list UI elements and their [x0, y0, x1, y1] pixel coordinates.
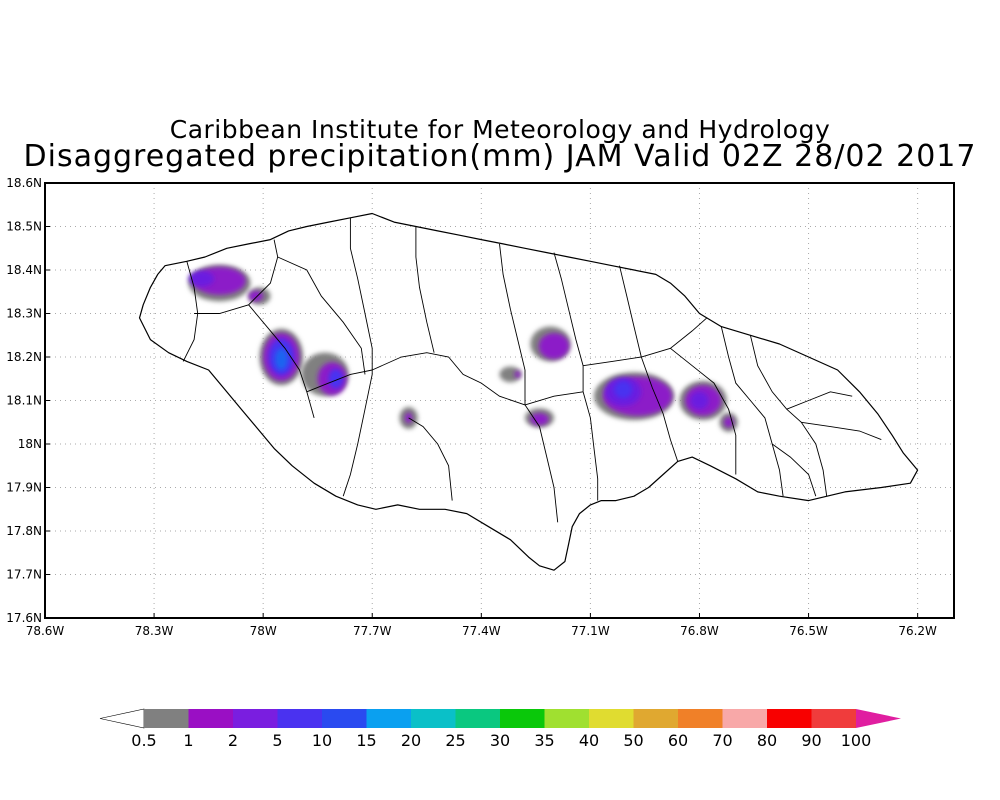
- parish-boundary: [306, 369, 373, 393]
- lat-tick-label: 18.1N: [6, 394, 42, 408]
- legend-label: 90: [801, 731, 821, 750]
- legend-label: 15: [356, 731, 376, 750]
- legend-label: 30: [490, 731, 510, 750]
- parish-boundary: [415, 226, 435, 353]
- parish-boundary: [408, 417, 453, 501]
- parish-boundary: [372, 352, 526, 406]
- legend-label: 10: [312, 731, 332, 750]
- lon-tick-label: 76.2W: [898, 624, 937, 638]
- precip-blob: [530, 413, 549, 426]
- precip-blob: [614, 380, 633, 399]
- legend-swatch: [455, 709, 500, 728]
- legend-label: 0.5: [131, 731, 156, 750]
- legend-swatch: [366, 709, 411, 728]
- lat-tick-label: 18.4N: [6, 263, 42, 277]
- parish-boundary: [670, 347, 737, 475]
- legend-label: 1: [183, 731, 193, 750]
- axis-labels: 18.6N 18.5N 18.4N 18.3N 18.2N 18.1N 18N 17.9N 17…: [6, 176, 937, 638]
- parish-boundary: [194, 239, 279, 314]
- parish-boundary: [277, 256, 366, 375]
- parish-boundary: [582, 391, 599, 501]
- legend-swatch: [500, 709, 545, 728]
- lon-tick-label: 78.3W: [135, 624, 174, 638]
- legend-label: 20: [401, 731, 421, 750]
- jamaica-map: [138, 212, 919, 571]
- legend-swatch: [544, 709, 589, 728]
- parish-boundary: [786, 391, 853, 410]
- legend-over-triangle: [856, 709, 901, 728]
- title-line-2: Disaggregated precipitation(mm) JAM Vali…: [23, 139, 977, 174]
- parish-boundary: [524, 391, 584, 406]
- lat-tick-label: 18N: [18, 437, 42, 451]
- legend-swatch: [811, 709, 856, 728]
- lon-tick-label: 77.4W: [462, 624, 501, 638]
- precipitation-field: [188, 264, 738, 432]
- legend-label: 80: [757, 731, 777, 750]
- parish-boundary: [801, 421, 882, 441]
- lon-tick-label: 77.7W: [353, 624, 392, 638]
- parish-boundary: [583, 317, 708, 367]
- legend-label: 35: [534, 731, 554, 750]
- lat-tick-label: 18.3N: [6, 307, 42, 321]
- colorbar-legend: 0.5 1 2 5 10 15 20 25 30 35 40 50 60 70 80 90 100: [99, 708, 901, 750]
- precip-blob: [514, 370, 521, 378]
- legend-label: 2: [228, 731, 238, 750]
- map-frame: [44, 182, 955, 619]
- legend-swatch: [722, 709, 767, 728]
- precip-blob: [538, 333, 570, 360]
- precip-blob: [188, 270, 215, 287]
- precip-blob: [690, 391, 709, 410]
- title-line-1: Caribbean Institute for Meteorology and …: [169, 115, 831, 144]
- lon-tick-label: 78W: [250, 624, 277, 638]
- precip-blob: [328, 369, 344, 389]
- lat-tick-label: 17.9N: [6, 481, 42, 495]
- legend-label: 40: [579, 731, 599, 750]
- parish-boundary: [248, 304, 315, 419]
- parish-boundary: [640, 356, 679, 462]
- legend-label: 25: [445, 731, 465, 750]
- parish-boundary: [553, 252, 584, 392]
- lon-tick-label: 77.1W: [571, 624, 610, 638]
- lat-tick-label: 17.8N: [6, 524, 42, 538]
- parish-boundary: [342, 217, 373, 497]
- parish-boundary: [619, 265, 642, 358]
- legend-swatch: [277, 709, 322, 728]
- legend-label: 100: [841, 731, 872, 750]
- legend-swatch: [411, 709, 456, 728]
- legend-swatch: [144, 709, 189, 728]
- precip-blob: [723, 417, 734, 428]
- jamaica-coastline: [138, 212, 919, 571]
- legend-swatch: [633, 709, 678, 728]
- legend-swatch: [589, 709, 634, 728]
- legend-label: 60: [668, 731, 688, 750]
- legend-label: 70: [712, 731, 732, 750]
- parish-boundary: [524, 404, 559, 523]
- parish-boundary: [771, 443, 817, 497]
- legend-under-triangle: [99, 708, 145, 729]
- lat-tick-label: 17.6N: [6, 611, 42, 625]
- parish-boundary: [499, 243, 526, 405]
- legend-swatch: [678, 709, 723, 728]
- lon-tick-label: 76.5W: [789, 624, 828, 638]
- lat-tick-label: 18.2N: [6, 350, 42, 364]
- legend-swatch: [233, 709, 278, 728]
- precip-blob: [274, 348, 288, 371]
- legend-label: 50: [623, 731, 643, 750]
- lon-tick-label: 78.6W: [26, 624, 65, 638]
- legend-swatch: [767, 709, 812, 728]
- gridlines: [45, 183, 954, 618]
- legend-swatch: [322, 709, 367, 728]
- parish-boundary: [720, 326, 784, 497]
- parish-boundary: [749, 335, 828, 497]
- lat-tick-label: 17.7N: [6, 568, 42, 582]
- precip-blob: [499, 366, 522, 383]
- legend-label: 5: [272, 731, 282, 750]
- legend-swatch: [188, 709, 233, 728]
- lat-tick-label: 18.6N: [6, 176, 42, 190]
- lon-tick-label: 76.8W: [680, 624, 719, 638]
- lat-tick-label: 18.5N: [6, 220, 42, 234]
